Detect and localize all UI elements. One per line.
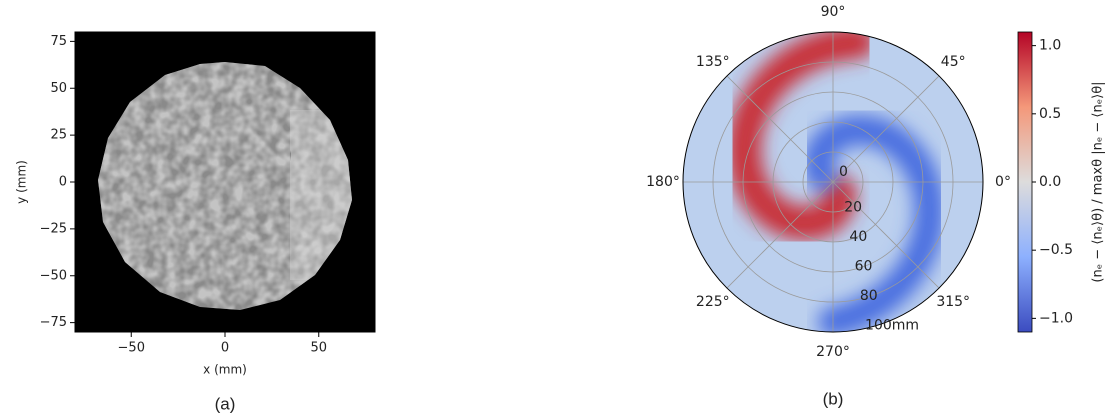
polar-grid — [683, 32, 983, 332]
panel-b: (nₑ − ⟨nₑ⟩θ) / maxθ |nₑ − ⟨nₑ⟩θ| (b) 0° 4… — [646, 4, 1105, 408]
y-tick-label: 25 — [50, 128, 67, 143]
colorbar-tick-label: 0.0 — [1039, 174, 1061, 190]
radial-tick-label: 40 — [849, 229, 867, 245]
y-tick-label: −75 — [40, 315, 67, 330]
angle-tick-label: 315° — [936, 294, 970, 310]
colorbar — [1017, 31, 1033, 333]
radial-grid-line — [772, 121, 894, 243]
angle-tick-label: 0° — [995, 174, 1011, 190]
angle-tick-label: 270° — [816, 344, 850, 360]
angle-tick-label: 180° — [646, 174, 680, 190]
radial-tick-label: 100mm — [865, 318, 919, 334]
angle-tick-label: 90° — [821, 4, 846, 20]
angle-tick-label: 135° — [696, 54, 730, 70]
radial-grid-line — [742, 91, 924, 273]
radial-tick-label: 80 — [860, 288, 878, 304]
colorbar-label: (nₑ − ⟨nₑ⟩θ) / maxθ |nₑ − ⟨nₑ⟩θ| — [1091, 81, 1106, 282]
colorbar-tick-label: 0.5 — [1039, 106, 1061, 122]
colorbar-tick-label: −0.5 — [1039, 242, 1073, 258]
x-axis-label: x (mm) — [203, 363, 247, 377]
x-tick-label: 0 — [221, 341, 229, 356]
caption: (a) — [215, 394, 236, 413]
radial-tick-label: 60 — [855, 259, 873, 275]
radial-tick-label: 20 — [844, 200, 862, 216]
angle-grid-line — [726, 181, 834, 289]
angle-grid-line — [832, 181, 940, 289]
y-tick-label: 75 — [50, 34, 67, 49]
angle-tick-label: 225° — [696, 294, 730, 310]
y-axis-label: y (mm) — [15, 160, 29, 204]
radial-grid-line — [712, 61, 954, 303]
y-tick-label: 50 — [50, 81, 67, 96]
y-tick-label: −25 — [40, 221, 67, 236]
angle-grid-line — [832, 75, 940, 183]
colorbar-tick-label: 1.0 — [1039, 38, 1061, 54]
angle-grid-line — [726, 75, 834, 183]
caption: (b) — [823, 389, 844, 408]
polar-frame — [682, 31, 984, 333]
angle-tick-label: 45° — [941, 54, 966, 70]
panel-a: x (mm) y (mm) (a) −50 0 50 −75 −50 −25 0 25 50 75 — [15, 31, 376, 413]
radial-tick-label: 0 — [839, 164, 848, 180]
x-tick-label: −50 — [118, 341, 145, 356]
radial-grid-line — [802, 151, 864, 213]
y-tick-label: 0 — [59, 175, 67, 190]
x-tick-label: 50 — [310, 341, 327, 356]
y-tick-label: −50 — [40, 268, 67, 283]
colorbar-tick-label: −1.0 — [1039, 310, 1073, 326]
